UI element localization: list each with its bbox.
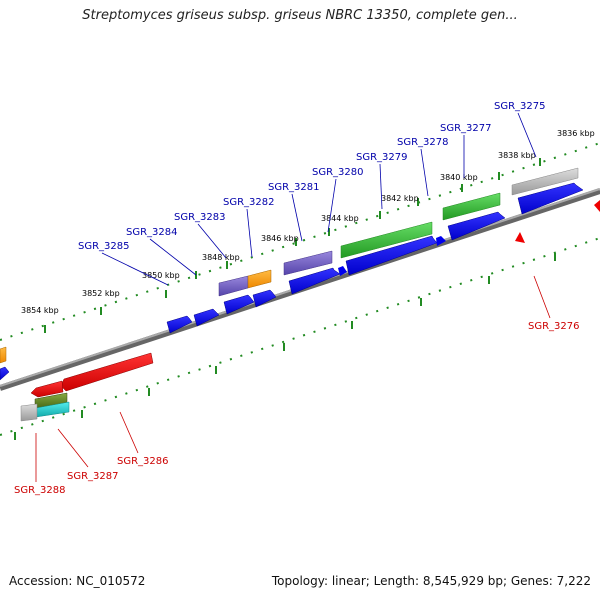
gene-label-sgr-3286: SGR_3286 (117, 456, 169, 467)
gene-feature (30, 380, 64, 398)
gene-feature (166, 315, 193, 334)
scale-label-3850: 3850 kbp (142, 271, 180, 280)
gene-label-sgr-3275: SGR_3275 (494, 101, 546, 112)
scale-label-3854: 3854 kbp (21, 306, 59, 315)
gene-label-sgr-3279: SGR_3279 (356, 152, 408, 163)
gene-label-sgr-3288: SGR_3288 (14, 485, 66, 496)
scale-label-3842: 3842 kbp (381, 194, 419, 203)
scale-label-3844: 3844 kbp (321, 214, 359, 223)
gene-feature (252, 289, 277, 308)
gene-feature (193, 308, 220, 327)
scale-label-3852: 3852 kbp (82, 289, 120, 298)
gene-label-sgr-3278: SGR_3278 (397, 137, 449, 148)
scale-label-3838: 3838 kbp (498, 151, 536, 160)
reverse-feature-track[interactable] (20, 232, 525, 422)
gene-feature (338, 266, 347, 276)
scale-label-3836: 3836 kbp (557, 129, 595, 138)
scale-label-3848: 3848 kbp (202, 253, 240, 262)
gene-feature (340, 221, 433, 259)
gene-feature (345, 235, 438, 276)
gene-feature (288, 267, 341, 295)
gene-feature (60, 352, 154, 392)
major-ticks (14, 158, 556, 440)
gene-feature (0, 346, 7, 364)
gene-feature (0, 366, 10, 381)
scale-labels: 3836 kbp 3838 kbp 3840 kbp 3842 kbp 3844… (21, 129, 595, 315)
gene-feature (442, 192, 501, 221)
gene-feature (223, 294, 255, 315)
gene-feature (247, 269, 272, 289)
gene-label-sgr-3283: SGR_3283 (174, 212, 226, 223)
gene-label-sgr-3285: SGR_3285 (78, 241, 130, 252)
reverse-gene-labels[interactable]: SGR_3276 SGR_3286 SGR_3287 SGR_3288 (14, 275, 580, 496)
gene-label-sgr-3287: SGR_3287 (67, 471, 119, 482)
gene-label-sgr-3276: SGR_3276 (528, 321, 580, 332)
page-title: Streptomyces griseus subsp. griseus NBRC… (82, 8, 518, 23)
forward-gene-labels[interactable]: SGR_3275 SGR_3277 SGR_3278 SGR_3279 SGR_… (78, 101, 546, 286)
scale-label-3840: 3840 kbp (440, 173, 478, 182)
gene-feature (594, 200, 600, 212)
gene-feature (517, 182, 584, 215)
genome-summary-text: Topology: linear; Length: 8,545,929 bp; … (271, 574, 591, 588)
gene-label-sgr-3277: SGR_3277 (440, 123, 492, 134)
forward-feature-track[interactable] (0, 167, 600, 381)
accession-text: Accession: NC_010572 (9, 574, 146, 588)
gene-feature (447, 211, 506, 241)
gene-label-sgr-3282: SGR_3282 (223, 197, 275, 208)
gene-feature (218, 275, 249, 297)
gene-feature (20, 403, 38, 422)
gene-label-sgr-3281: SGR_3281 (268, 182, 320, 193)
gene-feature (511, 167, 579, 196)
scale-label-3846: 3846 kbp (261, 234, 299, 243)
gene-feature (283, 250, 333, 276)
gene-label-sgr-3280: SGR_3280 (312, 167, 364, 178)
gene-label-sgr-3284: SGR_3284 (126, 227, 178, 238)
gene-feature (436, 236, 446, 246)
gene-feature (515, 232, 525, 243)
